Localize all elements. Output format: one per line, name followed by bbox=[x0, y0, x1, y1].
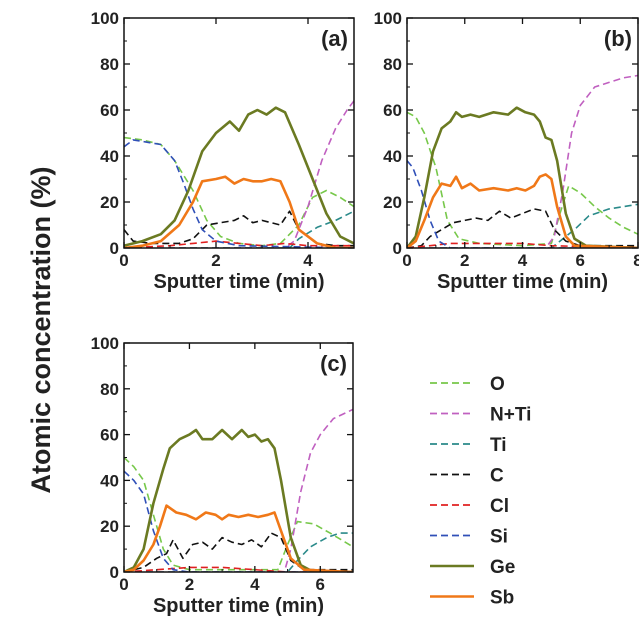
x-axis-label: Sputter time (min) bbox=[153, 271, 324, 293]
x-tick-label: 6 bbox=[576, 251, 585, 270]
x-axis-label: Sputter time (min) bbox=[437, 271, 608, 293]
x-tick-label: 4 bbox=[518, 251, 528, 270]
x-tick-label: 0 bbox=[402, 251, 411, 270]
legend-item-n-ti: N+Ti bbox=[430, 405, 531, 426]
y-tick-label: 80 bbox=[100, 55, 119, 74]
legend: O N+Ti Ti C Cl Si Ge Sb bbox=[430, 374, 531, 609]
series-line-sb bbox=[124, 504, 353, 572]
x-tick-label: 2 bbox=[460, 251, 469, 270]
y-tick-label: 100 bbox=[91, 9, 119, 28]
y-tick-label: 60 bbox=[383, 101, 402, 120]
legend-item-si: Si bbox=[430, 527, 508, 548]
legend-item-c: C bbox=[430, 466, 504, 487]
series-line-sb bbox=[407, 173, 638, 248]
y-tick-label: 60 bbox=[100, 101, 119, 120]
series-line-sb bbox=[124, 175, 354, 248]
panel-label: (b) bbox=[604, 26, 632, 51]
series-lines bbox=[124, 100, 354, 248]
series-line-cl bbox=[124, 240, 354, 248]
legend-label: Ge bbox=[490, 557, 515, 578]
legend-label: Ti bbox=[490, 435, 507, 456]
series-line-si bbox=[407, 160, 638, 248]
x-tick-label: 0 bbox=[119, 575, 128, 594]
series-line-ti bbox=[124, 210, 354, 248]
legend-label: Si bbox=[490, 527, 508, 548]
y-tick-label: 40 bbox=[100, 147, 119, 166]
x-tick-label: 8 bbox=[633, 251, 639, 270]
legend-label: Sb bbox=[490, 588, 514, 609]
legend-label: Cl bbox=[490, 496, 509, 517]
y-tick-label: 20 bbox=[100, 517, 119, 536]
series-line-ti bbox=[124, 532, 353, 572]
y-tick-label: 20 bbox=[383, 193, 402, 212]
series-line-si bbox=[124, 139, 354, 248]
y-tick-label: 20 bbox=[100, 193, 119, 212]
plot-frame bbox=[123, 342, 354, 573]
legend-label: O bbox=[490, 374, 505, 395]
y-tick-label: 40 bbox=[383, 147, 402, 166]
y-tick-label: 0 bbox=[110, 239, 119, 258]
x-tick-label: 4 bbox=[250, 575, 260, 594]
series-line-o bbox=[124, 136, 354, 247]
series-line-n-ti bbox=[407, 74, 638, 248]
series-lines bbox=[124, 408, 353, 572]
series-line-ge bbox=[124, 106, 354, 247]
legend-item-o: O bbox=[430, 374, 505, 395]
legend-item-cl: Cl bbox=[430, 496, 509, 517]
series-line-c bbox=[124, 532, 353, 572]
series-line-c bbox=[407, 208, 638, 248]
y-tick-label: 60 bbox=[100, 426, 119, 445]
legend-label: N+Ti bbox=[490, 405, 531, 426]
x-tick-label: 2 bbox=[185, 575, 194, 594]
x-axis-label: Sputter time (min) bbox=[153, 595, 324, 617]
panel-1: 0 20 40 60 80 100 0 2 4 6 8 Sputter time (min) (b) bbox=[374, 9, 639, 293]
plot-frame bbox=[123, 17, 355, 249]
y-axis-label: Atomic concentration (%) bbox=[26, 166, 56, 493]
series-line-ge bbox=[124, 428, 353, 572]
y-tick-label: 0 bbox=[110, 563, 119, 582]
plot-frame bbox=[406, 17, 639, 249]
series-line-o bbox=[407, 111, 638, 247]
legend-item-ti: Ti bbox=[430, 435, 507, 456]
y-tick-label: 80 bbox=[100, 380, 119, 399]
y-tick-label: 40 bbox=[100, 471, 119, 490]
panel-label: (a) bbox=[321, 26, 348, 51]
series-line-ti bbox=[407, 203, 638, 248]
x-tick-label: 0 bbox=[119, 251, 128, 270]
series-line-o bbox=[124, 456, 353, 571]
legend-label: C bbox=[490, 466, 504, 487]
series-line-ge bbox=[407, 106, 638, 248]
panel-label: (c) bbox=[320, 351, 347, 376]
y-tick-label: 0 bbox=[393, 239, 402, 258]
series-line-n-ti bbox=[124, 408, 353, 572]
x-tick-label: 4 bbox=[303, 251, 313, 270]
y-tick-label: 100 bbox=[374, 9, 402, 28]
legend-item-ge: Ge bbox=[430, 557, 515, 578]
y-tick-label: 100 bbox=[91, 334, 119, 353]
series-lines bbox=[407, 74, 638, 248]
x-tick-label: 2 bbox=[211, 251, 220, 270]
legend-item-sb: Sb bbox=[430, 588, 514, 609]
x-tick-label: 6 bbox=[316, 575, 325, 594]
y-tick-label: 80 bbox=[383, 55, 402, 74]
